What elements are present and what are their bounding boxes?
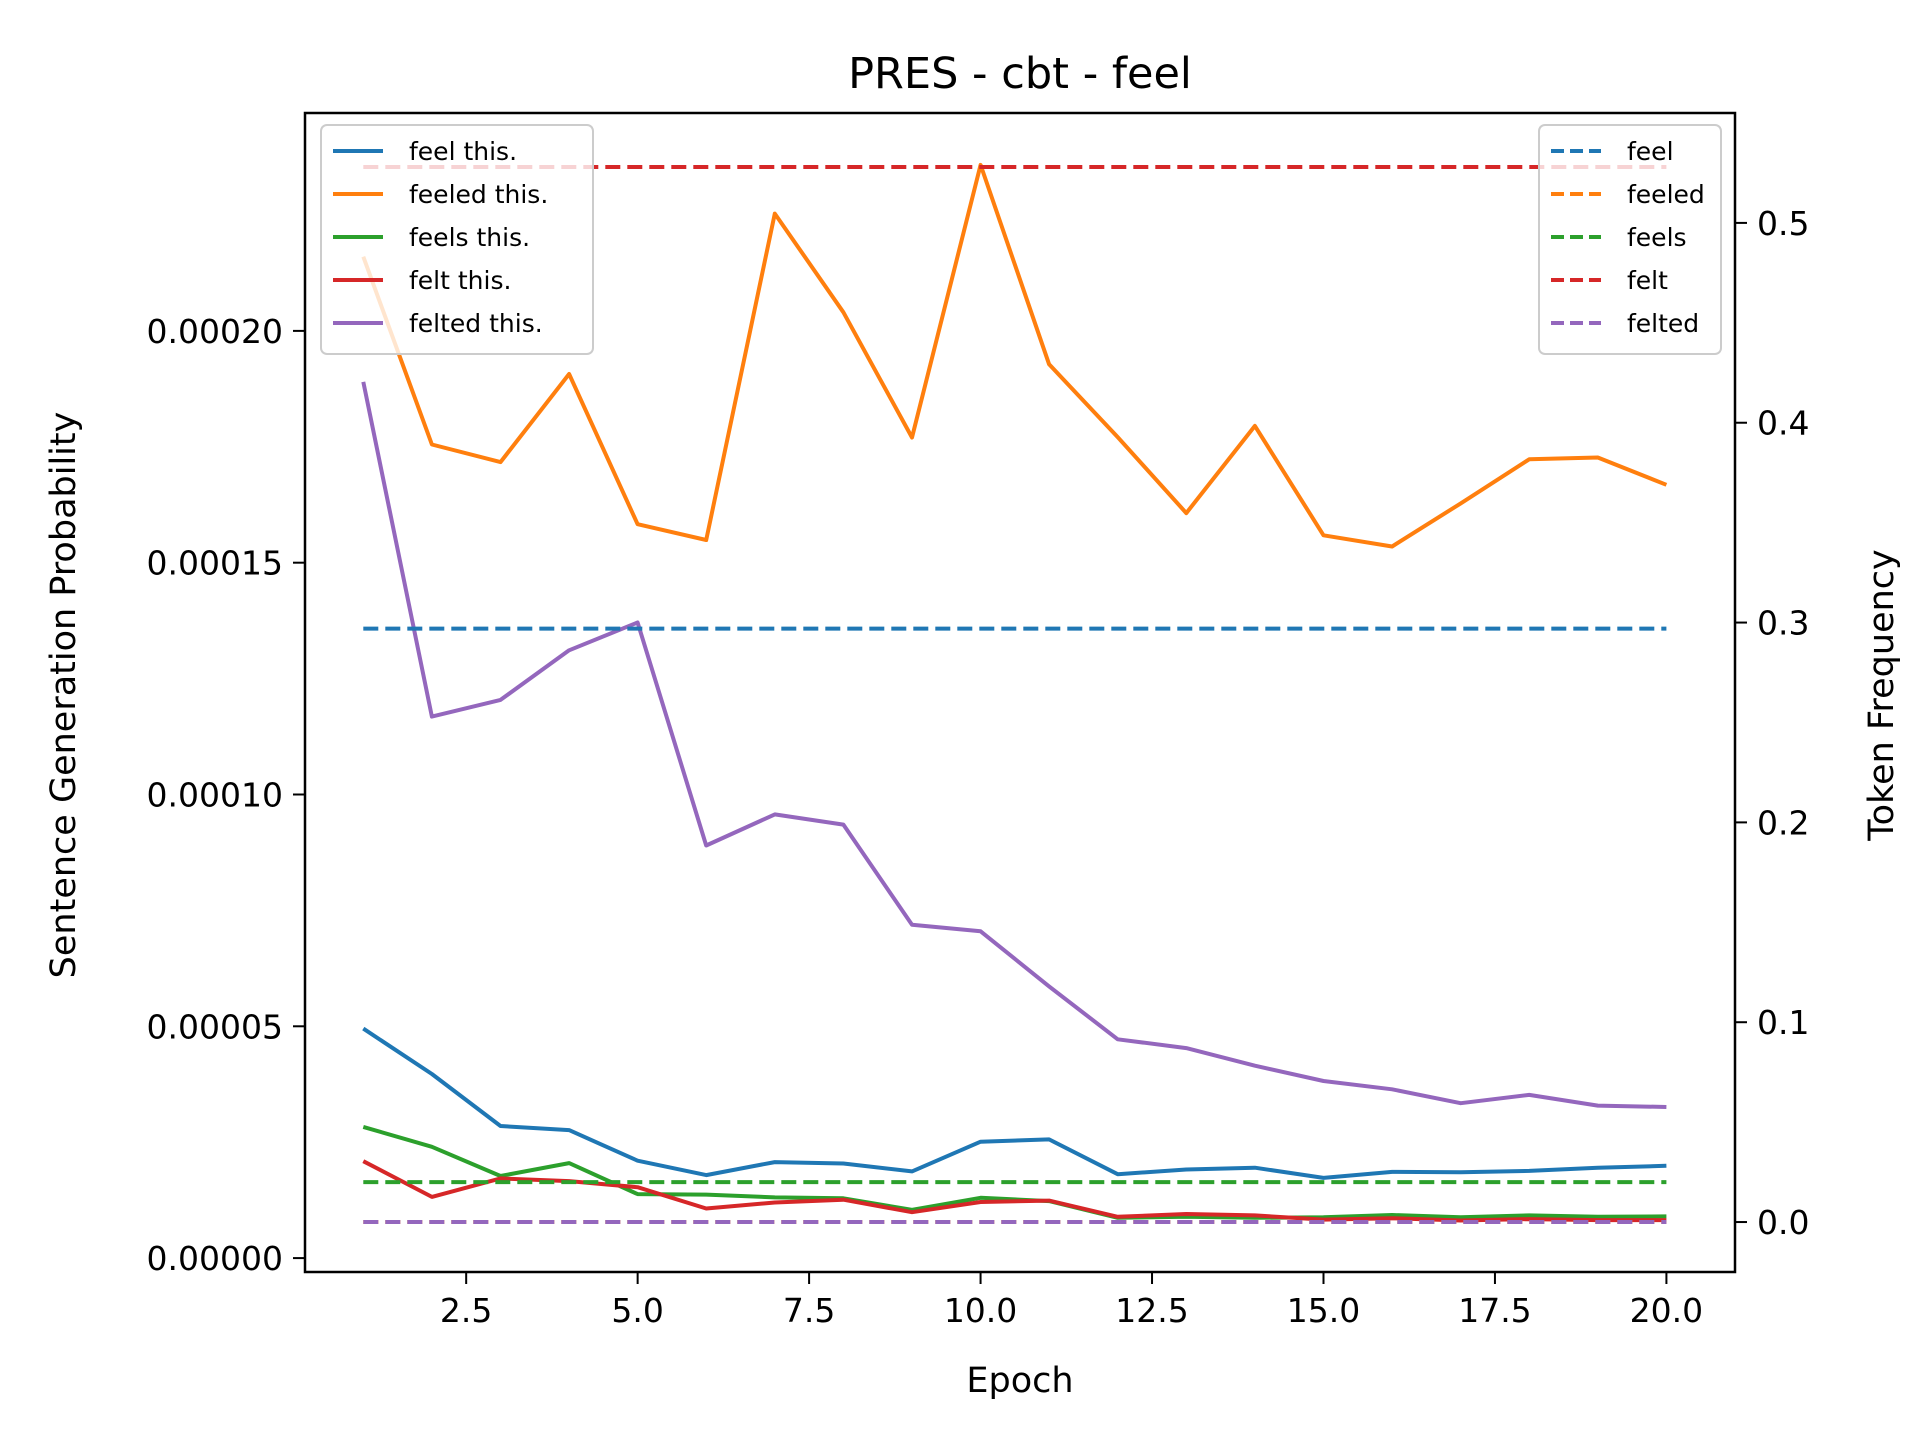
x-tick-label: 5.0 bbox=[611, 1291, 663, 1330]
series-lines bbox=[361, 162, 1668, 1224]
y-tick-label: 0.00010 bbox=[147, 775, 283, 814]
x-axis-ticks: 2.5 5.0 7.5 10.0 12.5 15.0 17.5 20.0 bbox=[440, 1272, 1703, 1330]
y-tick-label: 0.00000 bbox=[147, 1239, 283, 1278]
x-tick-label: 15.0 bbox=[1287, 1291, 1360, 1330]
legend-left: feel this. feeled this. feels this. felt th… bbox=[320, 124, 594, 355]
y-axis-label: Sentence Generation Probability bbox=[44, 412, 84, 979]
y-tick-label: 0.00015 bbox=[147, 544, 283, 583]
legend-entry: felt bbox=[1627, 266, 1668, 295]
y-tick-label: 0.00020 bbox=[147, 312, 283, 351]
legend-box bbox=[320, 124, 594, 355]
y2-tick-label: 0.0 bbox=[1757, 1203, 1809, 1242]
series-line-4 bbox=[361, 381, 1667, 1109]
y2-tick-label: 0.1 bbox=[1757, 1003, 1809, 1042]
y-tick-label: 0.00005 bbox=[147, 1007, 283, 1046]
y2-tick-label: 0.5 bbox=[1757, 204, 1809, 243]
y-axis-ticks: 0.00000 0.00005 0.00010 0.00015 0.00020 bbox=[147, 312, 305, 1278]
x-tick-label: 7.5 bbox=[783, 1291, 835, 1330]
legend-entry: feels bbox=[1627, 223, 1687, 252]
chart-title: PRES - cbt - feel bbox=[848, 49, 1192, 99]
y2-axis-label: Token Frequency bbox=[1862, 549, 1902, 842]
x-axis-label: Epoch bbox=[966, 1361, 1073, 1401]
x-tick-label: 2.5 bbox=[440, 1291, 492, 1330]
legend-entry: felted bbox=[1627, 309, 1699, 338]
plot-frame bbox=[303, 111, 1737, 1274]
legend-entry: feel bbox=[1627, 137, 1674, 166]
legend-entry: feel this. bbox=[409, 137, 517, 166]
x-tick-label: 12.5 bbox=[1115, 1291, 1188, 1330]
series-line-0 bbox=[362, 1026, 1667, 1180]
legend-entry: feeled bbox=[1627, 180, 1705, 209]
y2-tick-label: 0.3 bbox=[1757, 604, 1809, 643]
legend-entry: feeled this. bbox=[409, 180, 548, 209]
x-tick-label: 20.0 bbox=[1630, 1291, 1703, 1330]
x-tick-label: 10.0 bbox=[944, 1291, 1017, 1330]
y2-axis-ticks: 0.0 0.1 0.2 0.3 0.4 0.5 bbox=[1735, 204, 1809, 1242]
series-line-1 bbox=[361, 162, 1668, 549]
legend-entry: felted this. bbox=[409, 309, 543, 338]
y2-tick-label: 0.2 bbox=[1757, 803, 1809, 842]
y2-tick-label: 0.4 bbox=[1757, 404, 1809, 443]
legend-entry: felt this. bbox=[409, 266, 511, 295]
x-tick-label: 17.5 bbox=[1458, 1291, 1531, 1330]
legend-right: feel feeled feels felt felted bbox=[1538, 124, 1722, 355]
legend-box bbox=[1538, 124, 1722, 355]
legend-entry: feels this. bbox=[409, 223, 530, 252]
